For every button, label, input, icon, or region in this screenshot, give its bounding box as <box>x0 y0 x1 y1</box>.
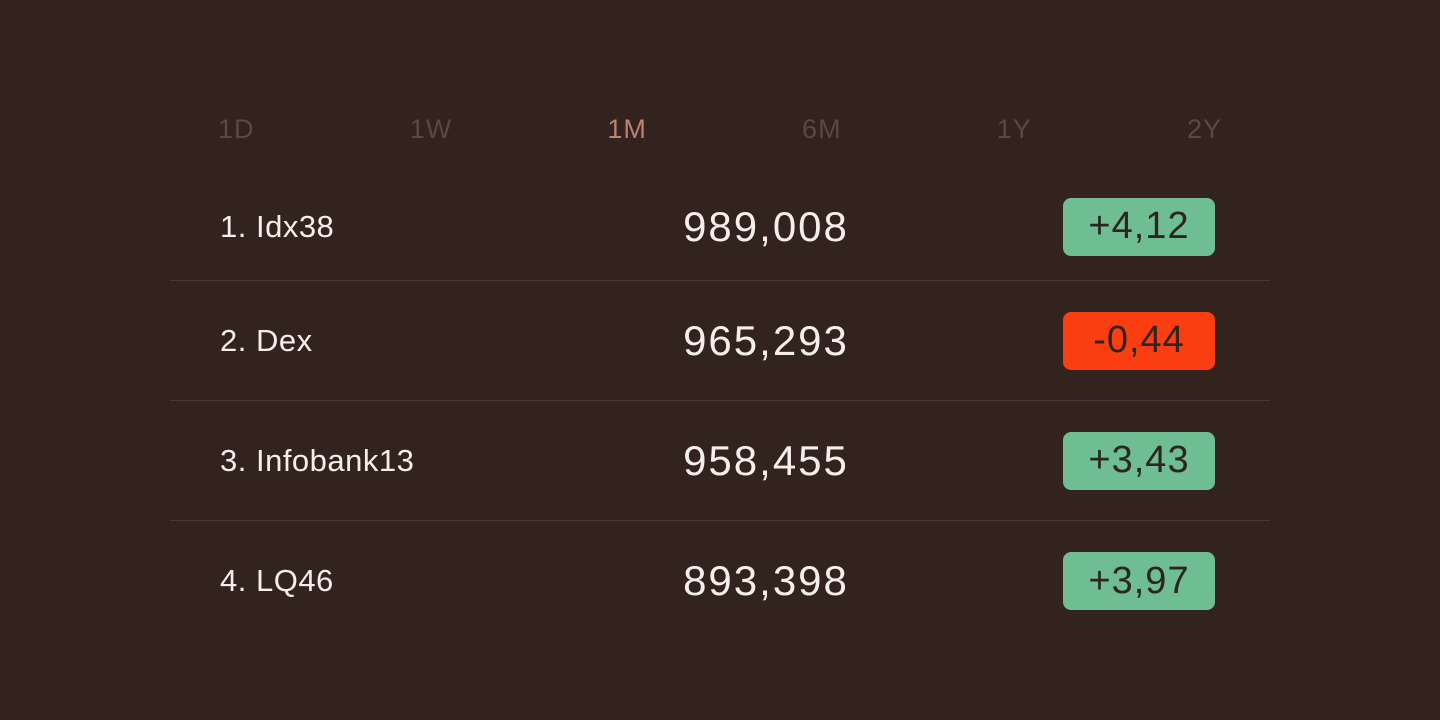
index-table: 1. Idx38 989,008 +4,12 2. Dex 965,293 -0… <box>170 173 1270 641</box>
tab-1w[interactable]: 1W <box>409 113 453 144</box>
timeframe-tabs: 1D 1W 1M 6M 1Y 2Y <box>170 112 1270 146</box>
instrument-value: 958,455 <box>683 436 849 484</box>
instrument-name: 4. LQ46 <box>220 563 334 598</box>
tab-1d[interactable]: 1D <box>218 113 255 144</box>
change-badge: +3,97 <box>1063 552 1215 610</box>
tab-2y[interactable]: 2Y <box>1186 113 1222 144</box>
table-row[interactable]: 4. LQ46 893,398 +3,97 <box>170 521 1270 641</box>
tab-6m[interactable]: 6M <box>802 113 842 144</box>
change-badge: -0,44 <box>1063 311 1215 370</box>
widget-content: 1D 1W 1M 6M 1Y 2Y 1. Idx38 989,008 +4,12… <box>170 0 1270 641</box>
change-badge: +3,43 <box>1063 431 1215 490</box>
table-row[interactable]: 1. Idx38 989,008 +4,12 <box>170 173 1270 281</box>
instrument-value: 893,398 <box>683 557 849 604</box>
change-badge: +4,12 <box>1063 197 1215 256</box>
tab-1m[interactable]: 1M <box>607 113 647 144</box>
instrument-name: 1. Idx38 <box>220 208 335 244</box>
table-row[interactable]: 2. Dex 965,293 -0,44 <box>170 281 1270 401</box>
instrument-name: 3. Infobank13 <box>220 442 415 478</box>
tab-1y[interactable]: 1Y <box>996 113 1032 144</box>
instrument-value: 965,293 <box>683 316 849 364</box>
instrument-name: 2. Dex <box>220 322 313 358</box>
instrument-value: 989,008 <box>683 202 849 250</box>
table-row[interactable]: 3. Infobank13 958,455 +3,43 <box>170 401 1270 521</box>
